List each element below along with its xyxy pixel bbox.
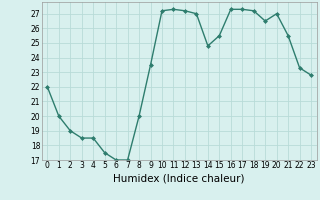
X-axis label: Humidex (Indice chaleur): Humidex (Indice chaleur) bbox=[114, 173, 245, 183]
